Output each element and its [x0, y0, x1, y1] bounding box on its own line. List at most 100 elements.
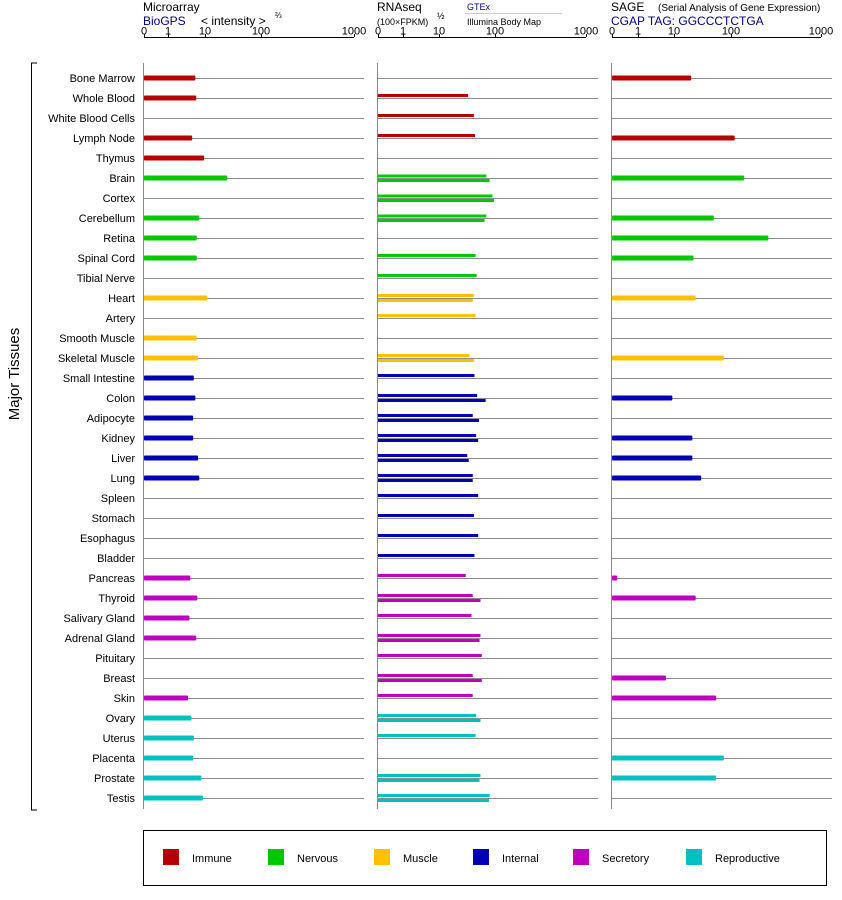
tissue-label: Breast	[103, 673, 135, 685]
rnaseq-tick-label: 10	[433, 26, 445, 38]
sage-bar	[612, 455, 693, 461]
tissue-label: Skin	[114, 693, 135, 705]
microarray-unit: < intensity >	[201, 14, 266, 28]
rnaseq-bar	[378, 599, 481, 602]
sage-bar	[612, 295, 696, 301]
sage-bar	[612, 695, 717, 701]
rnaseq-bar	[378, 399, 486, 402]
sage-tick-label: 10	[668, 26, 680, 38]
gridlines	[144, 78, 832, 799]
legend-swatch-nervous	[268, 849, 284, 865]
rnaseq-tick-label: 100	[486, 26, 504, 38]
rnaseq-bar	[378, 674, 473, 677]
microarray-bar	[144, 95, 197, 101]
microarray-bar	[144, 295, 208, 301]
legend-label-muscle: Muscle	[403, 853, 438, 865]
microarray-bar	[144, 355, 199, 361]
microarray-bar	[144, 215, 200, 221]
microarray-tick-label: 1000	[342, 26, 366, 38]
tissue-label: Stomach	[92, 513, 135, 525]
tissue-label: Lymph Node	[73, 133, 135, 145]
legend-swatch-internal	[473, 849, 489, 865]
tissue-label: Salivary Gland	[63, 613, 135, 625]
rnaseq-bar	[378, 639, 480, 642]
tissue-label: Ovary	[106, 713, 136, 725]
rnaseq-bar	[378, 554, 475, 557]
rnaseq-bar	[378, 594, 473, 597]
tissue-labels: Bone Marrow Whole Blood White Blood Cells L…	[48, 73, 136, 805]
rnaseq-bar	[378, 434, 477, 437]
rnaseq-bar	[378, 419, 480, 422]
rnaseq-bar	[378, 354, 470, 357]
sage-tick-label: 100	[722, 26, 740, 38]
rnaseq-tick-label: 1000	[574, 26, 598, 38]
microarray-bar	[144, 335, 197, 341]
rnaseq-source-gtex[interactable]: GTEx	[467, 2, 491, 12]
legend-swatch-immune	[163, 849, 179, 865]
tissue-label: Adipocyte	[87, 413, 135, 425]
microarray-tick-label: 100	[252, 26, 270, 38]
microarray-tick-label: 0	[141, 26, 147, 38]
sage-bar	[612, 75, 692, 81]
tissue-label: Uterus	[103, 733, 136, 745]
tissue-label: Skeletal Muscle	[58, 353, 135, 365]
sage-tag[interactable]: CGAP TAG: GGCCCTCTGA	[611, 14, 764, 28]
microarray-bar	[144, 635, 197, 641]
tissue-label: Kidney	[101, 433, 135, 445]
legend-swatch-secretory	[573, 849, 589, 865]
rnaseq-bar	[378, 794, 490, 797]
tissue-label: Brain	[109, 173, 135, 185]
tissue-label: Smooth Muscle	[59, 333, 135, 345]
microarray-tick-label: 1	[165, 26, 171, 38]
rnaseq-bar	[378, 359, 474, 362]
sage-bar	[612, 235, 769, 241]
axes: 0 1 10 100 1000 0 1 10 100 1000 0 1 10 100 1000	[141, 26, 833, 809]
legend-swatch-reproductive	[686, 849, 702, 865]
microarray-bar	[144, 375, 194, 381]
rnaseq-gtex-bar	[378, 214, 487, 218]
rnaseq-bar	[378, 394, 478, 397]
rnaseq-unit: (100×FPKM)	[377, 17, 428, 27]
bars	[144, 75, 769, 802]
microarray-tick-label: 10	[199, 26, 211, 38]
sage-bar	[612, 755, 724, 761]
sage-tick-label: 1000	[809, 26, 833, 38]
tissue-label: Spleen	[101, 493, 135, 505]
microarray-bar	[144, 75, 196, 81]
rnaseq-bar	[378, 694, 473, 697]
microarray-unit-exponent: ⅔	[275, 11, 282, 20]
rnaseq-bar	[378, 654, 482, 657]
microarray-bar	[144, 575, 191, 581]
microarray-bar	[144, 615, 190, 621]
tissue-label: Thyroid	[98, 593, 135, 605]
microarray-bar	[144, 435, 194, 441]
tissue-label: Liver	[111, 453, 135, 465]
rnaseq-bar	[378, 479, 473, 482]
microarray-bar	[144, 695, 189, 701]
microarray-bar	[144, 475, 200, 481]
rnaseq-bar	[378, 179, 490, 182]
sage-bar	[612, 475, 702, 481]
rnaseq-bar	[378, 494, 479, 497]
sage-bar	[612, 135, 735, 141]
legend-swatch-muscle	[374, 849, 390, 865]
rnaseq-bar	[378, 414, 473, 417]
legend-label-immune: Immune	[192, 853, 232, 865]
rnaseq-tick-label: 1	[400, 26, 406, 38]
sage-bar	[612, 355, 724, 361]
rnaseq-bar	[378, 634, 481, 637]
microarray-bar	[144, 235, 197, 241]
rnaseq-bar	[378, 734, 476, 737]
microarray-bar	[144, 715, 192, 721]
microarray-source[interactable]: BioGPS	[143, 14, 186, 28]
rnaseq-bar	[378, 574, 466, 577]
rnaseq-tick-label: 0	[375, 26, 381, 38]
sage-title: SAGE	[611, 0, 644, 14]
tissue-label: Testis	[107, 793, 136, 805]
legend-label-reproductive: Reproductive	[715, 853, 780, 865]
rnaseq-bar	[378, 114, 474, 117]
microarray-bar	[144, 755, 194, 761]
rnaseq-bar	[378, 714, 477, 717]
rnaseq-bar	[378, 374, 475, 377]
rnaseq-bar	[378, 719, 481, 722]
